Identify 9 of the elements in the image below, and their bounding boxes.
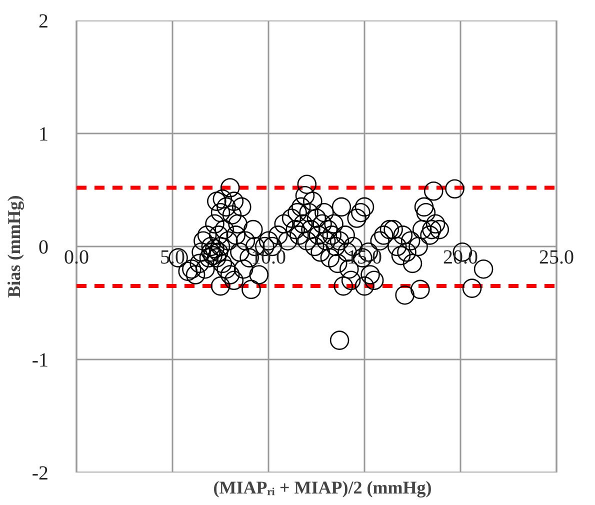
x-tick-label: 0.0 — [64, 246, 89, 268]
x-axis-title: (MIAPᵣᵢ + MIAP)/2 (mmHg) — [213, 478, 432, 498]
y-tick-label: 0 — [38, 236, 48, 258]
y-tick-label: 2 — [38, 10, 48, 32]
y-tick-label: -1 — [32, 350, 49, 372]
x-tick-label: 25.0 — [539, 246, 574, 268]
y-tick-label: 1 — [38, 124, 48, 146]
y-axis-title: Bias (mmHg) — [4, 195, 24, 298]
y-tick-label: -2 — [32, 462, 49, 484]
